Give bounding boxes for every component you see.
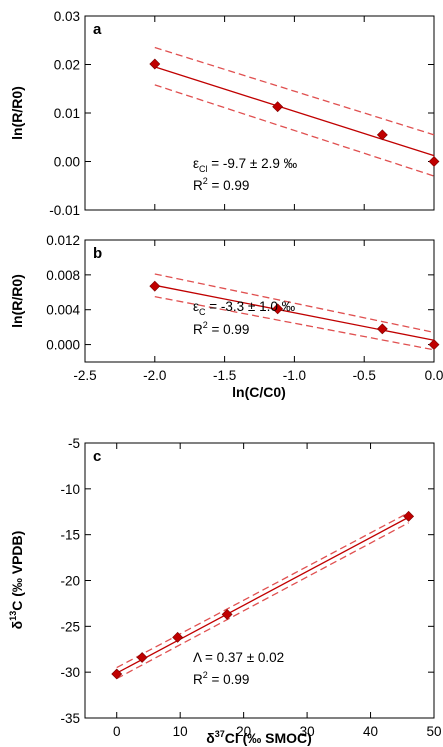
y-axis-title-b: ln(R/R0) <box>9 274 25 328</box>
x-tick-label: 20 <box>236 724 251 739</box>
annotation-value: = -3.3 ± 1.0 ‰ <box>206 299 296 314</box>
data-point <box>428 156 440 167</box>
ci-lower-line <box>154 84 435 177</box>
regression-line <box>116 516 409 674</box>
ci-upper-line <box>154 46 435 136</box>
y-tick-label: -20 <box>60 574 80 589</box>
x-axis-title-b: ln(C/C0) <box>232 384 286 400</box>
y-tick-label: 0.03 <box>54 9 80 24</box>
x-tick-label: 10 <box>173 724 188 739</box>
x-tick-label: 0.0 <box>425 368 443 383</box>
panel-c: -5 -10 -15 -20 -25 -30 -35 0 10 20 30 40 50 c Λ = 0.37… <box>60 436 441 739</box>
annotation-line-1: εCl = -9.7 ± 2.9 ‰ <box>193 156 298 174</box>
data-point <box>149 58 161 70</box>
y-tick-label: -5 <box>68 436 80 451</box>
x-axis-title-c: δ37Cl (‰ SMOC) <box>206 729 312 746</box>
x-tick-label: 40 <box>363 724 378 739</box>
plot-frame <box>84 239 435 363</box>
panel-letter: c <box>93 448 101 465</box>
annotation-symbol: ε <box>193 299 199 314</box>
data-point <box>376 129 388 141</box>
plot-frame <box>84 15 435 211</box>
y-tick-label: 0.008 <box>46 268 80 283</box>
x-tick-label: -2.0 <box>143 368 166 383</box>
data-point <box>221 608 233 620</box>
y-tick-label: -15 <box>60 528 80 543</box>
panel-letter: b <box>93 245 102 262</box>
data-point <box>272 101 284 113</box>
annotation-symbol: ε <box>193 156 199 171</box>
r-squared-superscript: 2 <box>203 176 208 186</box>
r-squared-label: R <box>193 322 203 337</box>
ci-lower-line <box>154 296 435 351</box>
r-squared-superscript: 2 <box>203 320 208 330</box>
x-tick-label: 30 <box>300 724 315 739</box>
ci-upper-line <box>116 512 409 669</box>
annotation-line-1: Λ = 0.37 ± 0.02 <box>193 650 284 665</box>
data-point <box>376 323 388 335</box>
y-axis-title-a: ln(R/R0) <box>9 86 25 140</box>
r-squared-superscript: 2 <box>203 670 208 680</box>
y-tick-label: 0.000 <box>46 338 80 353</box>
y-tick-label: 0.01 <box>54 106 80 121</box>
y-title-superscript: 13 <box>8 611 18 621</box>
regression-line <box>154 284 435 341</box>
annotation-value: = -9.7 ± 2.9 ‰ <box>208 156 298 171</box>
x-title-superscript: 37 <box>215 729 225 739</box>
r-squared-label: R <box>193 178 203 193</box>
panel-letter: a <box>93 21 102 38</box>
annotation-subscript: C <box>199 307 206 317</box>
data-point <box>149 280 161 292</box>
annotation-symbol: Λ <box>193 650 202 665</box>
r-squared-value: = 0.99 <box>208 672 250 687</box>
y-tick-label: 0.012 <box>46 233 80 248</box>
plot-frame <box>84 442 435 719</box>
y-tick-label: -30 <box>60 665 80 680</box>
data-point <box>403 510 415 522</box>
data-point <box>172 631 184 643</box>
data-point <box>272 303 284 315</box>
data-point <box>428 339 440 350</box>
x-title-prefix: δ <box>206 730 215 746</box>
y-tick-label: -10 <box>60 482 80 497</box>
x-tick-label: -1.0 <box>283 368 306 383</box>
annotation-subscript: Cl <box>199 164 208 174</box>
annotation-line-2: R2 = 0.99 <box>193 320 249 337</box>
y-tick-label: -35 <box>60 711 80 726</box>
y-axis-title-c: δ13C (‰ VPDB) <box>8 531 25 630</box>
r-squared-value: = 0.99 <box>208 322 250 337</box>
annotation-value: = 0.37 ± 0.02 <box>201 650 284 665</box>
x-tick-label: -1.5 <box>213 368 236 383</box>
annotation-line-1: εC = -3.3 ± 1.0 ‰ <box>193 299 296 317</box>
r-squared-value: = 0.99 <box>208 178 250 193</box>
ci-lower-line <box>116 522 409 680</box>
y-tick-label: -25 <box>60 619 80 634</box>
x-title-rest: Cl (‰ SMOC) <box>225 730 312 746</box>
y-tick-label: 0.02 <box>54 58 80 73</box>
regression-line <box>154 66 435 157</box>
x-tick-label: -0.5 <box>353 368 376 383</box>
annotation-line-2: R2 = 0.99 <box>193 176 249 193</box>
r-squared-label: R <box>193 672 203 687</box>
y-title-rest: C (‰ VPDB) <box>9 531 25 611</box>
panel-b: 0.012 0.008 0.004 0.000 -2.5 -2.0 -1.5 -1.0 -0.5… <box>46 233 443 383</box>
ci-upper-line <box>154 273 435 334</box>
annotation-line-2: R2 = 0.99 <box>193 670 249 687</box>
x-tick-label: 50 <box>426 724 441 739</box>
y-tick-label: 0.004 <box>46 303 80 318</box>
y-tick-label: 0.00 <box>54 155 80 170</box>
y-tick-label: -0.01 <box>49 203 80 218</box>
data-point <box>111 668 123 680</box>
y-title-prefix: δ <box>9 621 25 630</box>
x-tick-label: -2.5 <box>73 368 96 383</box>
x-tick-label: 0 <box>113 724 121 739</box>
panel-a: 0.03 0.02 0.01 0.00 -0.01 a εCl = -9.7 ± 2.9 ‰… <box>49 9 440 218</box>
data-point <box>136 652 148 663</box>
